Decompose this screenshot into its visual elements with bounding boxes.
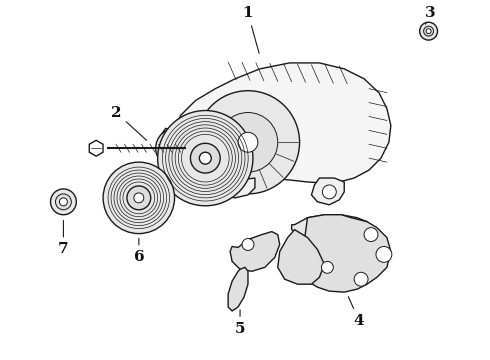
Circle shape xyxy=(419,22,438,40)
Text: 2: 2 xyxy=(111,105,147,140)
Circle shape xyxy=(199,152,211,164)
Polygon shape xyxy=(159,126,200,165)
Polygon shape xyxy=(200,175,255,198)
Circle shape xyxy=(238,132,258,152)
Text: 6: 6 xyxy=(133,238,144,264)
Circle shape xyxy=(59,198,68,206)
Circle shape xyxy=(424,26,434,36)
Circle shape xyxy=(134,193,144,203)
Polygon shape xyxy=(312,178,344,205)
Text: 3: 3 xyxy=(425,6,436,24)
Text: 7: 7 xyxy=(58,220,69,256)
Circle shape xyxy=(168,140,183,156)
Polygon shape xyxy=(278,230,324,284)
Circle shape xyxy=(364,228,378,242)
Circle shape xyxy=(322,185,336,199)
Circle shape xyxy=(321,261,333,273)
Circle shape xyxy=(376,247,392,262)
Circle shape xyxy=(354,272,368,286)
Circle shape xyxy=(55,194,72,210)
Circle shape xyxy=(127,186,151,210)
Circle shape xyxy=(50,189,76,215)
Polygon shape xyxy=(299,215,391,292)
Text: 1: 1 xyxy=(243,6,259,53)
Circle shape xyxy=(242,239,254,251)
Circle shape xyxy=(158,111,253,206)
Text: 5: 5 xyxy=(235,310,245,336)
Ellipse shape xyxy=(218,113,278,172)
Polygon shape xyxy=(230,231,280,271)
Polygon shape xyxy=(292,215,371,244)
Polygon shape xyxy=(89,140,103,156)
Circle shape xyxy=(156,129,196,168)
Circle shape xyxy=(103,162,174,234)
Circle shape xyxy=(220,180,236,196)
Ellipse shape xyxy=(196,91,299,194)
Text: 4: 4 xyxy=(348,297,365,328)
Circle shape xyxy=(426,29,431,33)
Polygon shape xyxy=(171,63,391,183)
Polygon shape xyxy=(228,267,248,311)
Circle shape xyxy=(191,143,220,173)
